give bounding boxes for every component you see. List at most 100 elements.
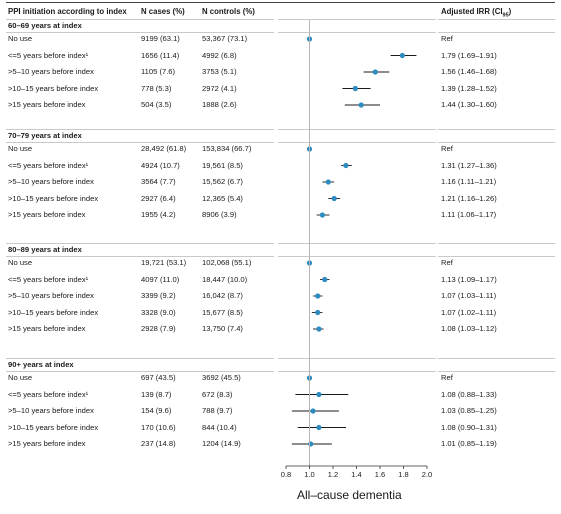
header-irr-subscript: 95	[502, 12, 509, 19]
row-irr: 1.56 (1.46–1.68)	[441, 67, 497, 76]
row-controls: 15,677 (8.5)	[202, 307, 243, 317]
irr-point	[310, 408, 316, 414]
row-controls: 16,042 (8.7)	[202, 291, 243, 300]
row-cases: 1105 (7.6)	[141, 67, 176, 76]
row-irr: 1.03 (0.85–1.25)	[441, 406, 497, 415]
irr-point	[316, 391, 322, 398]
x-tick-label: 1.8	[398, 470, 408, 479]
row-irr: 1.44 (1.30–1.60)	[441, 100, 497, 109]
group-separator-left	[6, 243, 274, 244]
group-title-rule-left	[6, 371, 274, 372]
row-controls: 102,068 (55.1)	[202, 258, 252, 267]
row-irr: Ref	[441, 34, 453, 43]
header-irr-close: )	[508, 7, 512, 16]
group-separator-plot	[278, 19, 436, 20]
row-label: <=5 years before index¹	[8, 274, 89, 284]
row-label: No use	[8, 34, 33, 43]
row-controls: 2972 (4.1)	[202, 83, 237, 93]
row-label: >10–15 years before index	[8, 193, 99, 203]
row-cases: 28,492 (61.8)	[141, 144, 187, 153]
irr-point	[308, 441, 314, 447]
group-separator-right	[438, 243, 555, 244]
irr-point	[343, 162, 349, 169]
group-title-rule-plot	[278, 32, 436, 33]
x-tick-label: 1.0	[304, 470, 314, 479]
group-title-rule-plot	[278, 256, 436, 257]
row-irr: Ref	[441, 258, 453, 267]
row-label: >15 years before index	[8, 100, 86, 109]
x-axis-label: All–cause dementia	[297, 488, 402, 502]
group-separator-plot	[278, 358, 436, 359]
row-cases: 237 (14.8)	[141, 439, 176, 448]
x-tick-label: 0.8	[281, 470, 291, 479]
row-label: No use	[8, 373, 33, 382]
group-title-rule-plot	[278, 142, 436, 143]
group-title: 80–89 years at index	[8, 245, 82, 254]
row-label: >10–15 years before index	[8, 83, 99, 93]
header-label: PPI initiation according to index	[8, 7, 127, 16]
group-separator-left	[6, 358, 274, 359]
group-separator-plot	[278, 129, 436, 130]
row-cases: 778 (5.3)	[141, 83, 172, 93]
row-cases: 697 (43.5)	[141, 373, 176, 382]
row-controls: 3753 (5.1)	[202, 67, 237, 76]
row-label: >10–15 years before index	[8, 422, 99, 432]
irr-point	[319, 212, 326, 218]
row-irr: 1.13 (1.09–1.17)	[441, 274, 497, 284]
row-label: No use	[8, 144, 33, 153]
row-irr: 1.01 (0.85–1.19)	[441, 439, 497, 448]
irr-point	[315, 293, 321, 299]
group-separator-right	[438, 358, 555, 359]
row-cases: 2927 (6.4)	[141, 193, 176, 203]
group-title-rule-left	[6, 256, 274, 257]
group-title: 60–69 years at index	[8, 21, 82, 30]
row-cases: 504 (3.5)	[141, 100, 172, 109]
group-title-rule-right	[438, 32, 555, 33]
row-label: <=5 years before index¹	[8, 389, 89, 399]
row-irr: 1.16 (1.11–1.21)	[441, 177, 497, 186]
row-cases: 1955 (4.2)	[141, 210, 176, 219]
row-controls: 153,834 (66.7)	[202, 144, 252, 153]
row-label: >5–10 years before index	[8, 177, 94, 186]
group-title-rule-right	[438, 256, 555, 257]
irr-point	[372, 69, 378, 75]
row-cases: 2928 (7.9)	[141, 324, 176, 333]
row-label: <=5 years before index¹	[8, 50, 89, 60]
row-label: >5–10 years before index	[8, 406, 94, 415]
group-separator-right	[438, 129, 555, 130]
row-cases: 3399 (9.2)	[141, 291, 176, 300]
row-controls: 4992 (6.8)	[202, 50, 237, 60]
row-irr: 1.07 (1.03–1.11)	[441, 291, 497, 300]
row-controls: 18,447 (10.0)	[202, 274, 248, 284]
row-cases: 1656 (11.4)	[141, 50, 180, 60]
row-controls: 3692 (45.5)	[202, 373, 241, 382]
row-irr: 1.08 (0.90–1.31)	[441, 422, 497, 432]
row-controls: 1888 (2.6)	[202, 100, 237, 109]
row-cases: 19,721 (53.1)	[141, 258, 187, 267]
row-cases: 4924 (10.7)	[141, 160, 180, 170]
irr-point	[316, 326, 322, 332]
row-controls: 53,367 (73.1)	[202, 34, 248, 43]
irr-point	[315, 309, 321, 316]
group-title-rule-plot	[278, 371, 436, 372]
irr-point	[358, 102, 364, 108]
row-irr: Ref	[441, 373, 453, 382]
row-irr: 1.79 (1.69–1.91)	[441, 50, 497, 60]
irr-point	[331, 195, 337, 202]
irr-point	[325, 179, 331, 185]
x-tick-label: 1.6	[375, 470, 385, 479]
row-cases: 139 (8.7)	[141, 389, 172, 399]
row-label: >15 years before index	[8, 439, 86, 448]
irr-point	[316, 424, 322, 431]
row-controls: 13,750 (7.4)	[202, 324, 243, 333]
row-irr: 1.08 (0.88–1.33)	[441, 389, 497, 399]
row-irr: 1.08 (1.03–1.12)	[441, 324, 497, 333]
row-controls: 15,562 (6.7)	[202, 177, 243, 186]
x-tick-label: 1.2	[328, 470, 338, 479]
row-label: No use	[8, 258, 33, 267]
row-label: >15 years before index	[8, 324, 86, 333]
row-irr: 1.39 (1.28–1.52)	[441, 83, 497, 93]
row-label: >10–15 years before index	[8, 307, 99, 317]
row-irr: 1.21 (1.16–1.26)	[441, 193, 497, 203]
